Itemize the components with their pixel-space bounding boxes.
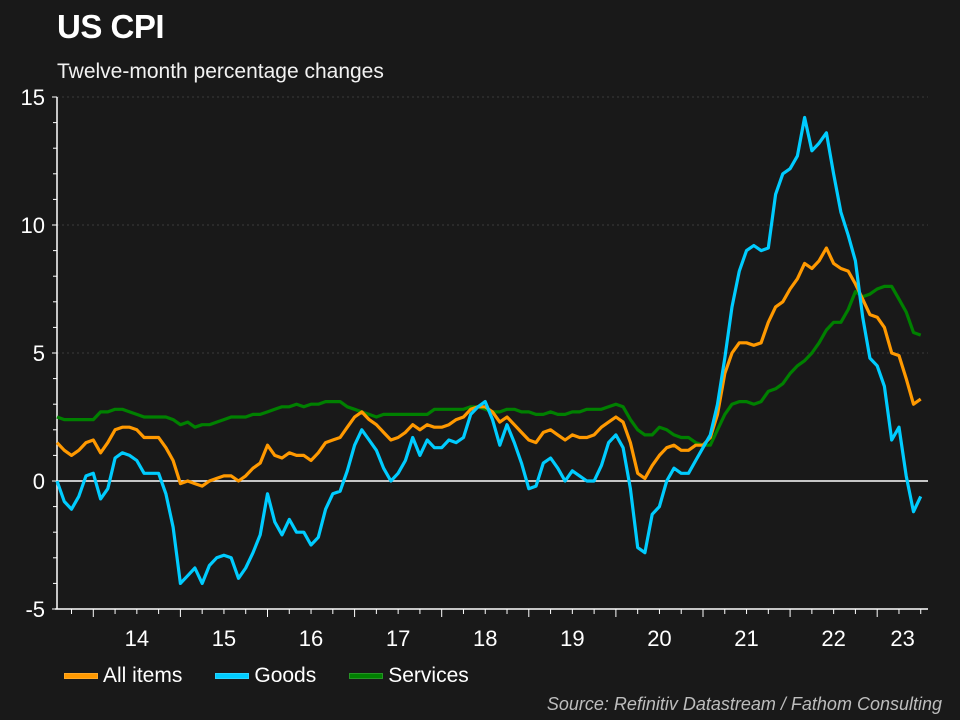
legend-item-all-items: All items [64, 664, 182, 688]
legend-item-services: Services [349, 664, 469, 688]
legend-label-all-items: All items [103, 664, 183, 687]
x-tick-label: 16 [299, 626, 323, 651]
y-tick-label: 0 [33, 469, 45, 494]
series-line-goods [55, 115, 923, 586]
x-tick-label: 15 [212, 626, 236, 651]
y-tick-label: -5 [25, 597, 45, 622]
legend-swatch-all-items [64, 673, 98, 679]
y-axis-ticks: -5 0 5 10 15 [21, 85, 57, 622]
legend-item-goods: Goods [215, 664, 316, 688]
x-tick-label: 22 [821, 626, 845, 651]
legend-swatch-services [349, 673, 384, 679]
x-tick-label: 14 [125, 626, 149, 651]
x-tick-label: 21 [734, 626, 758, 651]
x-axis-ticks: 14 15 16 17 18 19 20 21 22 23 [71, 609, 922, 651]
series-line-all-items [55, 246, 922, 488]
y-tick-label: 15 [21, 85, 45, 110]
source-note: Source: Refinitiv Datastream / Fathom Co… [546, 694, 942, 714]
legend: All items Goods Services [64, 664, 502, 688]
chart-title: US CPI [57, 8, 165, 45]
legend-label-services: Services [388, 664, 469, 687]
x-tick-label: 17 [386, 626, 410, 651]
chart-subtitle: Twelve-month percentage changes [57, 60, 384, 83]
x-tick-label: 23 [890, 626, 914, 651]
series-lines [55, 115, 923, 586]
y-tick-label: 10 [21, 213, 45, 238]
legend-swatch-goods [215, 673, 250, 679]
series-line-services [56, 284, 922, 447]
x-tick-label: 20 [647, 626, 671, 651]
x-tick-label: 18 [473, 626, 497, 651]
x-tick-label: 19 [560, 626, 584, 651]
y-tick-label: 5 [33, 341, 45, 366]
legend-label-goods: Goods [254, 664, 317, 687]
gridlines [57, 96, 928, 354]
